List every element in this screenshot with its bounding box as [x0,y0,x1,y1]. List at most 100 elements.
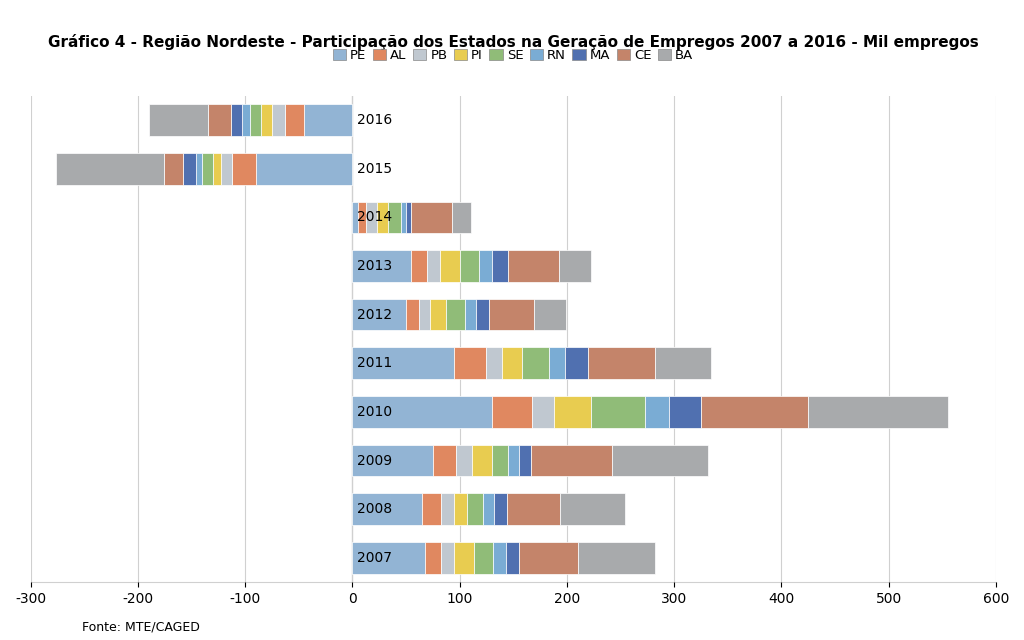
Bar [492,445,508,476]
Bar [483,493,494,525]
Bar [494,493,507,525]
Bar [508,445,518,476]
Text: 2009: 2009 [356,454,392,467]
Bar [560,493,625,525]
Bar [554,396,592,428]
Text: 2012: 2012 [356,308,392,322]
Bar [457,445,472,476]
Bar [479,250,492,282]
Bar [455,542,473,573]
Bar [508,250,559,282]
Bar [357,202,367,233]
Bar [429,299,445,330]
Bar [231,104,242,136]
Bar [208,104,231,136]
Bar [352,250,412,282]
Text: 2013: 2013 [356,259,392,273]
Bar [492,250,508,282]
Bar [148,104,208,136]
Bar [221,153,232,184]
Bar [412,250,427,282]
Bar [388,202,400,233]
Bar [506,542,518,573]
Legend: PE, AL, PB, PI, SE, RN, MA, CE, BA: PE, AL, PB, PI, SE, RN, MA, CE, BA [328,44,698,68]
Bar [522,348,549,379]
Bar [261,104,272,136]
Bar [564,348,588,379]
Bar [518,542,578,573]
Bar [427,250,440,282]
Bar [272,104,285,136]
Bar [445,299,465,330]
Bar [467,493,483,525]
Bar [352,202,357,233]
Bar [422,493,441,525]
Bar [534,299,565,330]
Text: Fonte: MTE/CAGED: Fonte: MTE/CAGED [82,621,200,634]
Bar [476,299,488,330]
Bar [304,104,352,136]
Text: 2015: 2015 [356,162,392,176]
Text: 2010: 2010 [356,405,392,419]
Bar [492,396,532,428]
Bar [507,493,560,525]
Bar [440,250,460,282]
Bar [352,396,492,428]
Bar [493,542,506,573]
Bar [460,250,479,282]
Bar [532,396,554,428]
Bar [455,348,486,379]
Bar [202,153,213,184]
Bar [441,493,455,525]
Bar [518,445,531,476]
Bar [578,542,654,573]
Bar [400,202,406,233]
Bar [433,445,457,476]
Text: 2008: 2008 [356,502,392,516]
Bar [412,202,452,233]
Bar [367,202,377,233]
Bar [352,493,422,525]
Bar [654,348,711,379]
Bar [406,299,419,330]
Bar [213,153,221,184]
Text: 2016: 2016 [356,113,392,127]
Bar [242,104,251,136]
Bar [406,202,412,233]
Bar [352,348,455,379]
Bar [419,299,429,330]
Bar [549,348,564,379]
Text: 2014: 2014 [356,211,392,225]
Bar [473,542,493,573]
Bar [531,445,612,476]
Bar [251,104,261,136]
Bar [56,153,164,184]
Bar [669,396,700,428]
Bar [196,153,202,184]
Bar [352,299,406,330]
Bar [377,202,388,233]
Bar [232,153,256,184]
Bar [592,396,645,428]
Title: Gráfico 4 - Região Nordeste - Participação dos Estados na Geração de Empregos 20: Gráfico 4 - Região Nordeste - Participaç… [48,34,979,50]
Bar [645,396,669,428]
Bar [352,542,425,573]
Bar [441,542,455,573]
Bar [164,153,183,184]
Bar [472,445,492,476]
Bar [352,445,433,476]
Bar [488,299,534,330]
Bar [183,153,196,184]
Text: 2011: 2011 [356,356,392,371]
Text: 2007: 2007 [356,551,391,564]
Bar [455,493,467,525]
Bar [700,396,808,428]
Bar [559,250,592,282]
Bar [425,542,441,573]
Bar [808,396,947,428]
Bar [256,153,352,184]
Bar [486,348,503,379]
Bar [612,445,709,476]
Bar [588,348,654,379]
Bar [465,299,476,330]
